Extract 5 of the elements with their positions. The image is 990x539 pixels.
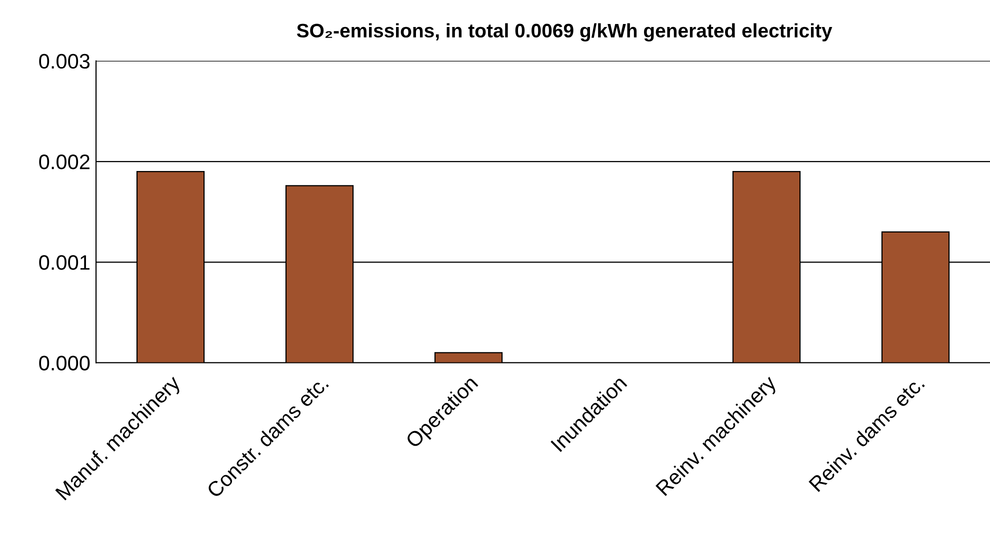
- y-tick-label: 0.000: [39, 356, 90, 370]
- chart-title: SO₂-emissions, in total 0.0069 g/kWh generated electricity: [296, 23, 832, 42]
- y-tick-label: 0.003: [39, 54, 90, 69]
- y-tick-label: 0.001: [39, 255, 90, 270]
- y-tick-label: 0.002: [39, 154, 90, 170]
